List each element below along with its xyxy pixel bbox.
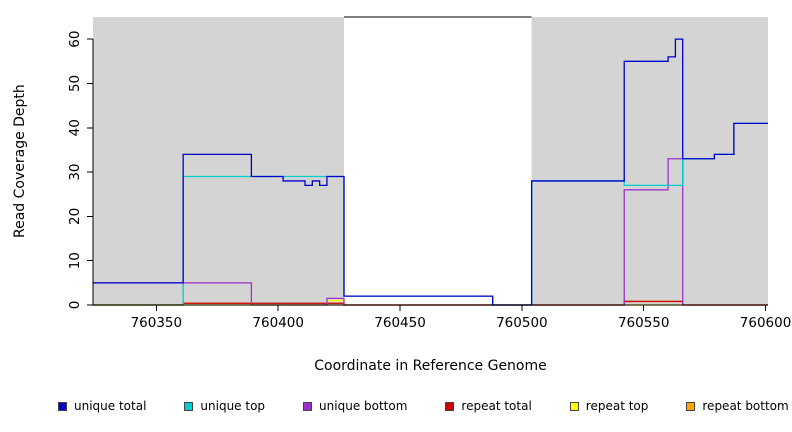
- legend-swatch-unique-bottom: [303, 401, 313, 411]
- legend-item-unique-total: unique total: [58, 399, 146, 413]
- shaded-region-2: [531, 17, 768, 305]
- legend-label: unique total: [74, 399, 147, 413]
- x-tick-label: 760450: [374, 315, 426, 331]
- legend: unique total unique top unique bottom repea…: [58, 399, 789, 413]
- x-tick-label: 760400: [252, 315, 304, 331]
- x-tick-label: 760600: [740, 315, 792, 331]
- x-tick-label: 760500: [496, 315, 548, 331]
- legend-swatch-repeat-top: [569, 401, 579, 411]
- legend-label: unique bottom: [319, 399, 408, 413]
- legend-swatch-repeat-bottom: [686, 401, 696, 411]
- legend-swatch-unique-top: [184, 401, 194, 411]
- y-tick-label: 40: [67, 119, 83, 136]
- legend-label: repeat top: [585, 399, 649, 413]
- y-tick-label: 60: [67, 31, 83, 48]
- coverage-chart: 760350 760400 760450 760500 760550 760600 0 10 2…: [67, 16, 792, 331]
- x-tick-label: 760550: [618, 315, 670, 331]
- legend-label: repeat total: [461, 399, 532, 413]
- y-axis-title: Read Coverage Depth: [12, 84, 28, 238]
- legend-item-repeat-total: repeat total: [445, 399, 532, 413]
- legend-item-unique-bottom: unique bottom: [303, 399, 407, 413]
- legend-item-unique-top: unique top: [184, 399, 265, 413]
- y-tick-label: 30: [67, 163, 83, 180]
- legend-label: repeat bottom: [702, 399, 789, 413]
- legend-label: unique top: [200, 399, 266, 413]
- x-tick-label: 760350: [131, 315, 183, 331]
- legend-swatch-unique-total: [58, 401, 67, 411]
- y-tick-label: 0: [67, 301, 83, 310]
- y-tick-label: 50: [67, 75, 83, 92]
- legend-item-repeat-bottom: repeat bottom: [686, 399, 789, 413]
- y-tick-label: 20: [67, 208, 83, 225]
- x-axis-title: Coordinate in Reference Genome: [314, 358, 547, 374]
- series-line-unique-total: [93, 38, 768, 306]
- y-tick-label: 10: [67, 252, 83, 269]
- legend-item-repeat-top: repeat top: [569, 399, 649, 413]
- legend-swatch-repeat-total: [445, 401, 455, 411]
- shaded-region-1: [93, 17, 344, 305]
